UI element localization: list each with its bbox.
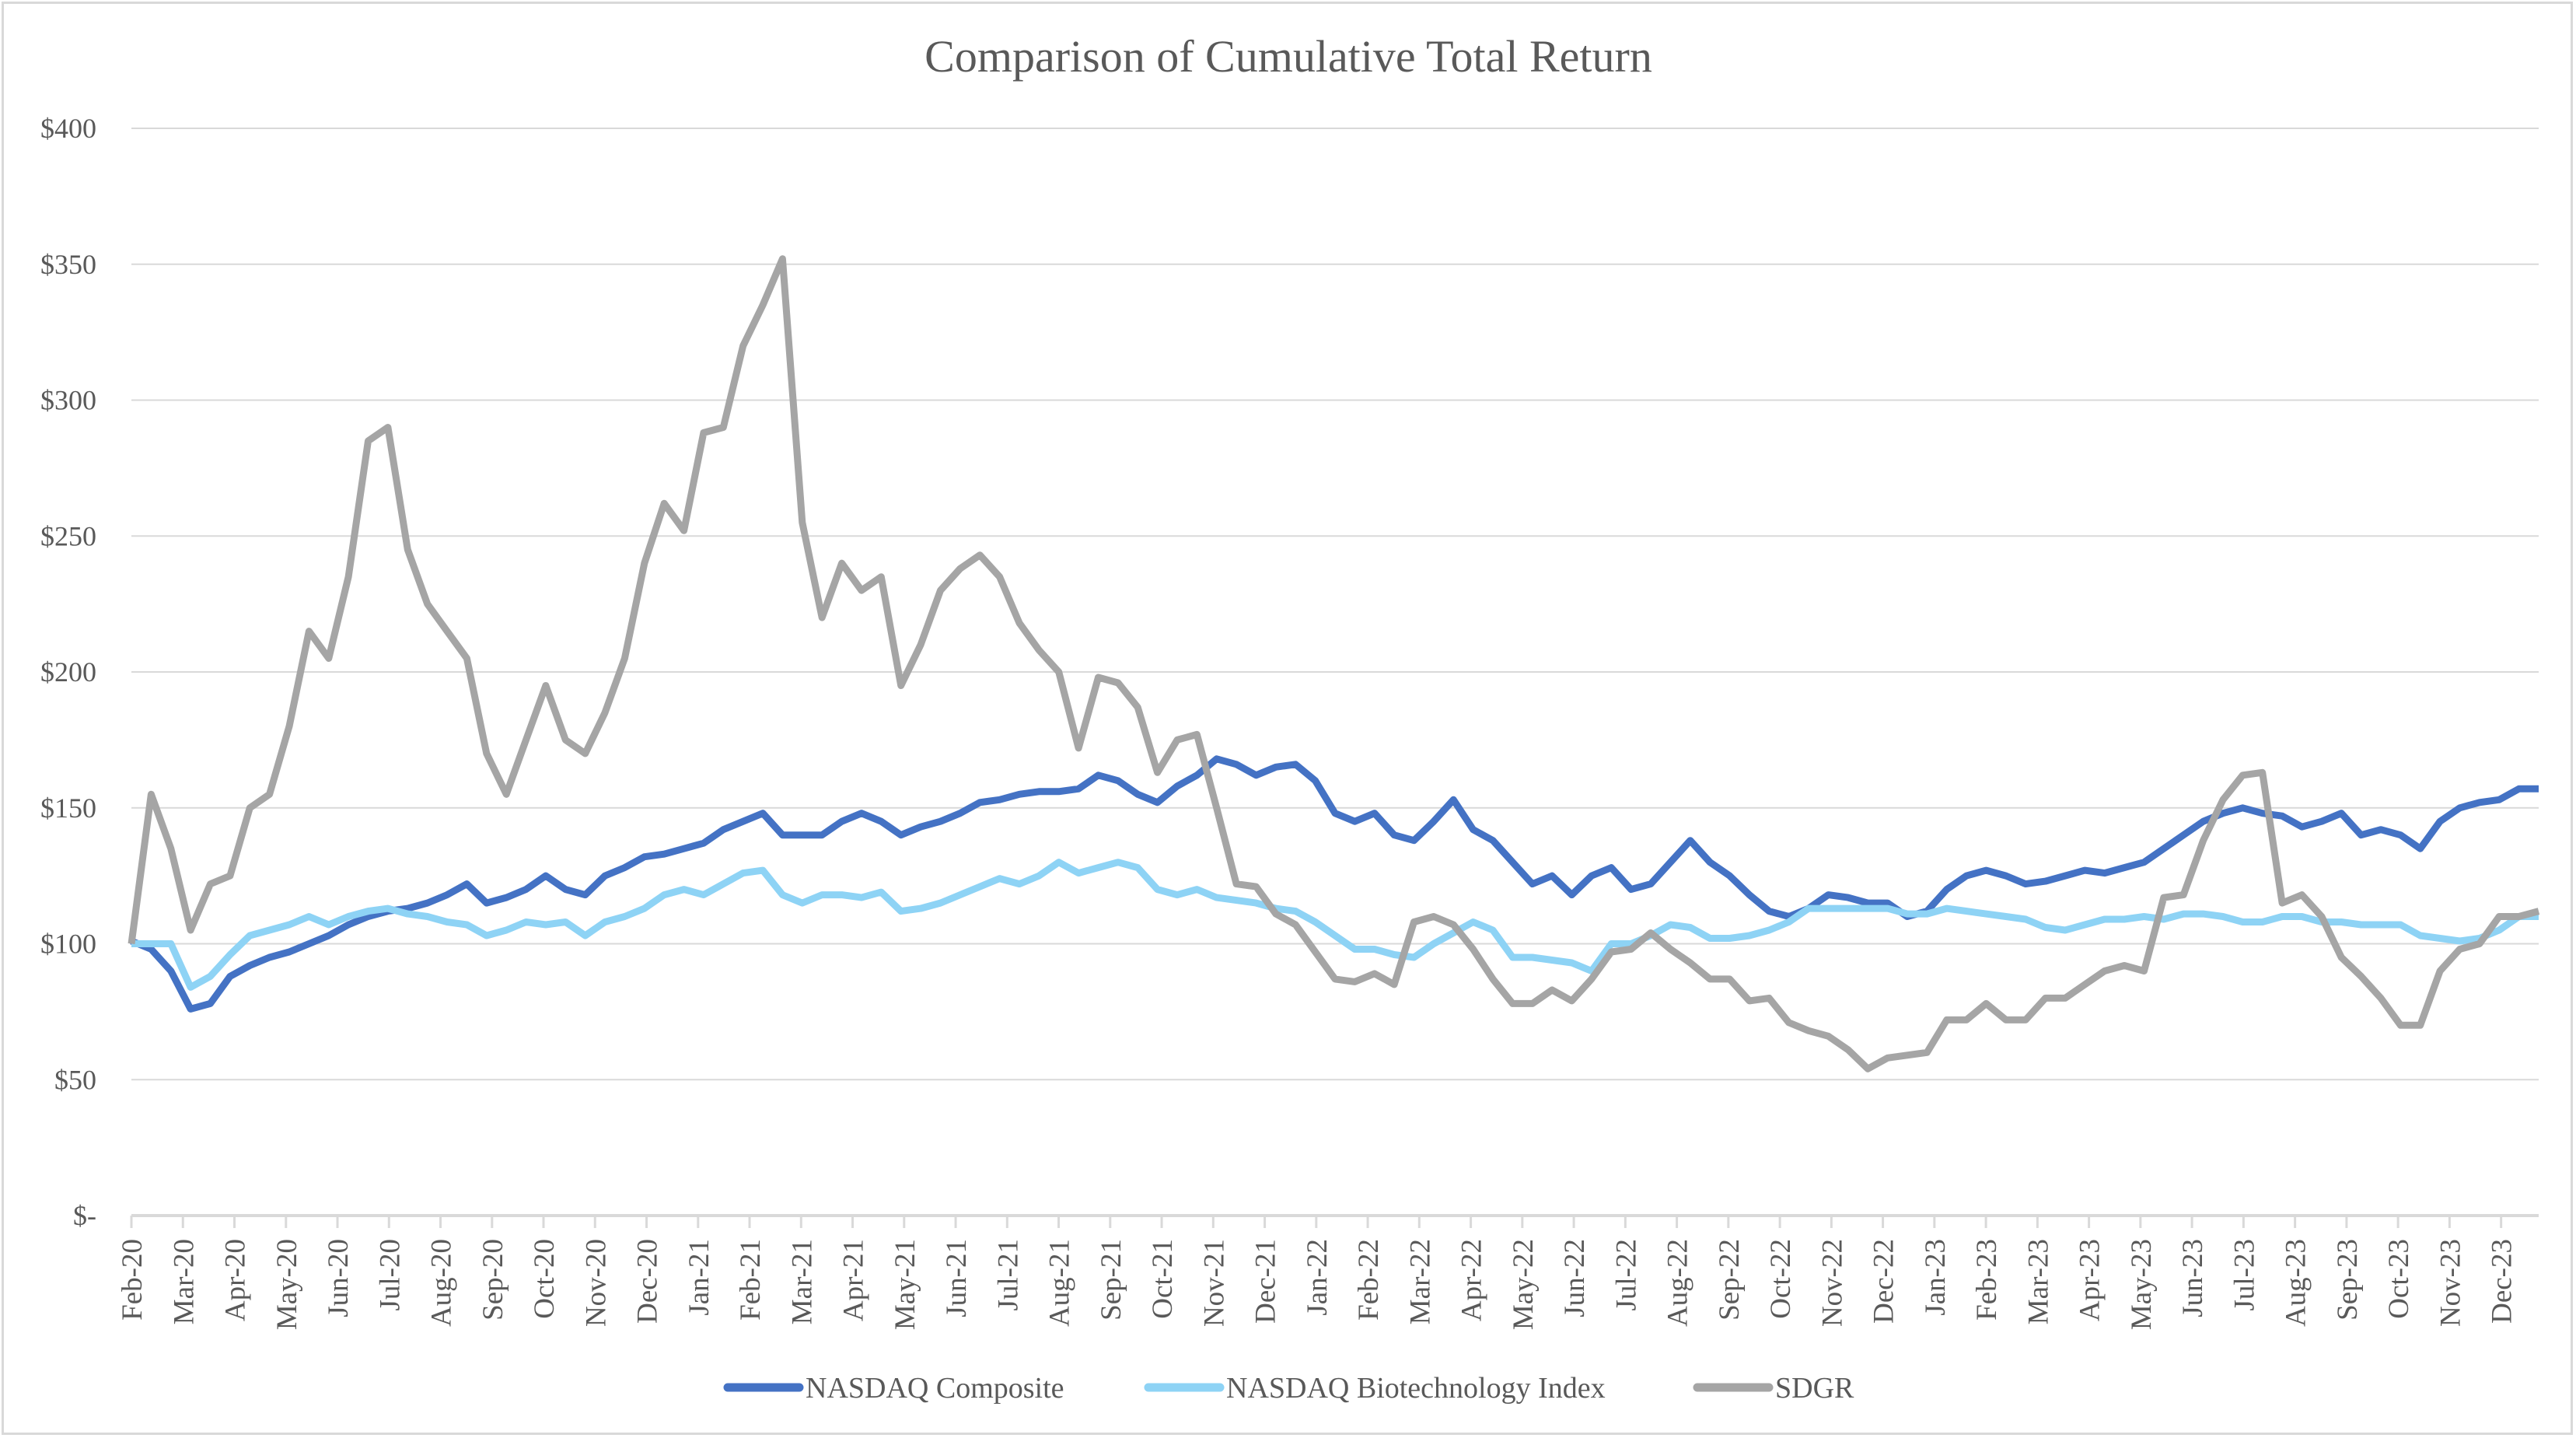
x-axis-labels: Feb-20 Mar-20 Apr-20 May-20 Jun-20 Jul-20 Aug-… xyxy=(117,1216,2518,1330)
x-tick-label: Oct-21 xyxy=(1147,1239,1179,1319)
x-tick-label: Dec-22 xyxy=(1868,1239,1900,1324)
x-tick-label: Jul-23 xyxy=(2228,1239,2260,1311)
x-tick-label: Dec-20 xyxy=(632,1239,664,1324)
legend-label: NASDAQ Biotechnology Index xyxy=(1226,1372,1606,1405)
legend-item: NASDAQ Composite xyxy=(723,1372,1064,1405)
x-tick-label: Jun-21 xyxy=(941,1239,973,1317)
x-tick-label: Jul-20 xyxy=(374,1239,406,1311)
x-tick-label: Dec-21 xyxy=(1250,1239,1282,1324)
legend: NASDAQ Composite NASDAQ Biotechnology Ind… xyxy=(723,1372,1854,1405)
x-tick-label: Nov-23 xyxy=(2434,1239,2466,1327)
x-tick-label: Feb-21 xyxy=(735,1239,767,1321)
x-tick-label: Apr-21 xyxy=(838,1239,870,1321)
series-lines xyxy=(128,255,2540,1072)
y-axis-labels: $- $50 $100 $150 $200 $250 $300 $350 $400 xyxy=(40,113,96,1231)
x-tick-label: May-20 xyxy=(271,1239,303,1330)
y-tick-label: $300 xyxy=(40,385,96,416)
x-tick-label: Sep-20 xyxy=(477,1239,509,1321)
x-tick-label: May-21 xyxy=(890,1239,921,1330)
x-tick-label: Jun-20 xyxy=(323,1239,355,1317)
x-tick-label: Jan-21 xyxy=(683,1239,715,1316)
y-tick-label: $350 xyxy=(40,249,96,280)
x-tick-label: Apr-22 xyxy=(1456,1239,1488,1321)
x-tick-label: Nov-21 xyxy=(1198,1239,1230,1327)
x-tick-label: Jul-21 xyxy=(992,1239,1024,1311)
x-tick-label: May-23 xyxy=(2126,1239,2158,1330)
x-tick-label: Apr-23 xyxy=(2074,1239,2106,1321)
x-tick-label: Aug-20 xyxy=(426,1239,458,1327)
series-line-nasdaq-composite xyxy=(130,755,2539,1013)
x-tick-label: Mar-23 xyxy=(2022,1239,2054,1324)
x-tick-label: Aug-22 xyxy=(1662,1239,1694,1327)
x-tick-label: Nov-20 xyxy=(580,1239,612,1327)
series-line-nasdaq-biotechnology-index xyxy=(131,859,2539,991)
x-tick-label: Jan-23 xyxy=(1920,1239,1952,1316)
x-tick-label: Dec-23 xyxy=(2487,1239,2518,1324)
y-tick-label: $400 xyxy=(40,113,96,144)
gridlines xyxy=(131,128,2539,1217)
x-tick-label: Feb-22 xyxy=(1353,1239,1385,1321)
chart-title: Comparison of Cumulative Total Return xyxy=(924,31,1652,82)
y-tick-label: $100 xyxy=(40,929,96,960)
x-tick-label: Jun-22 xyxy=(1559,1239,1591,1317)
y-tick-label: $250 xyxy=(40,520,96,551)
x-tick-label: Oct-23 xyxy=(2383,1239,2415,1319)
legend-label: SDGR xyxy=(1775,1372,1854,1405)
x-tick-label: Feb-20 xyxy=(117,1239,149,1321)
legend-item: NASDAQ Biotechnology Index xyxy=(1144,1372,1606,1405)
x-tick-label: Sep-22 xyxy=(1714,1239,1746,1321)
x-tick-label: Aug-23 xyxy=(2281,1239,2312,1327)
x-tick-label: Oct-20 xyxy=(529,1239,561,1319)
legend-item: SDGR xyxy=(1693,1372,1854,1405)
x-tick-label: Jul-22 xyxy=(1610,1239,1642,1311)
x-tick-label: Sep-21 xyxy=(1096,1239,1127,1321)
x-tick-label: May-22 xyxy=(1508,1239,1540,1330)
x-tick-label: Nov-22 xyxy=(1816,1239,1848,1327)
x-tick-label: Aug-21 xyxy=(1044,1239,1076,1327)
y-tick-label: $- xyxy=(73,1200,96,1231)
x-tick-label: Mar-20 xyxy=(168,1239,200,1324)
x-tick-label: Oct-22 xyxy=(1765,1239,1797,1319)
y-tick-label: $200 xyxy=(40,656,96,688)
y-tick-label: $50 xyxy=(54,1064,96,1095)
series-line-sdgr xyxy=(128,255,2540,1072)
x-tick-label: Mar-22 xyxy=(1404,1239,1436,1324)
x-tick-label: Sep-23 xyxy=(2332,1239,2364,1321)
y-tick-label: $150 xyxy=(40,792,96,824)
x-tick-label: Jun-23 xyxy=(2177,1239,2209,1317)
x-tick-label: Apr-20 xyxy=(220,1239,252,1321)
x-tick-label: Feb-23 xyxy=(1971,1239,2003,1321)
legend-label: NASDAQ Composite xyxy=(806,1372,1064,1405)
x-tick-label: Jan-22 xyxy=(1302,1239,1333,1316)
x-tick-label: Mar-21 xyxy=(786,1239,818,1324)
